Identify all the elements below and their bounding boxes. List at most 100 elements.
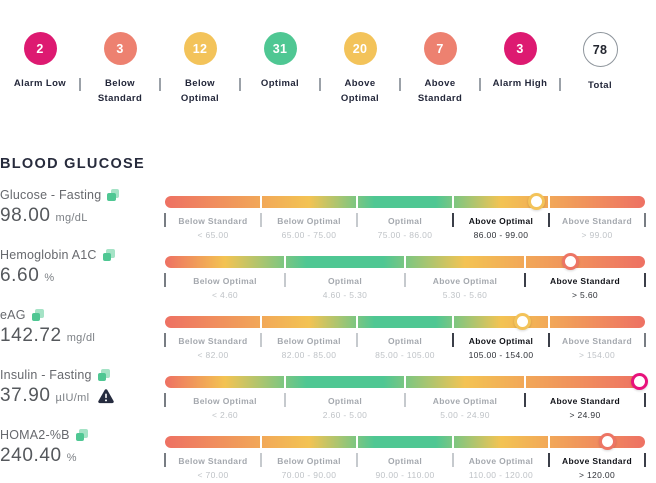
zone-name: Above Standard xyxy=(561,456,633,466)
summary-count-badge: 2 xyxy=(23,32,57,65)
gauge-tick xyxy=(164,273,166,287)
zone-divider xyxy=(452,316,454,328)
zone-range: > 99.00 xyxy=(581,229,613,240)
gauge-tick xyxy=(164,333,166,347)
warning-icon xyxy=(97,388,115,404)
zone-above-optimal: Above Optimal 105.00 - 154.00 xyxy=(453,336,549,360)
gauge-tick xyxy=(644,393,646,407)
gauge-bar xyxy=(165,256,645,268)
gauge-bar xyxy=(165,436,645,448)
range-gauge: Below Standard < 65.00 Below Optimal 65.00 … xyxy=(164,192,646,240)
copy-icon[interactable] xyxy=(102,249,115,261)
zone-below-optimal: Below Optimal 70.00 - 90.00 xyxy=(261,456,357,480)
metric-row-insulin-fasting: Insulin - Fasting 37.90 µIU/ml Below Optima… xyxy=(0,363,656,423)
copy-icon[interactable] xyxy=(31,309,44,321)
zone-above-standard: Above Standard > 5.60 xyxy=(525,276,645,300)
metrics-list: Glucose - Fasting 98.00 mg/dL Below Standar… xyxy=(0,183,656,483)
summary-separator xyxy=(79,78,81,91)
metric-value: 98.00 xyxy=(0,205,51,226)
summary-count-badge: 3 xyxy=(103,32,137,65)
metric-value-line: 142.72 mg/dl xyxy=(0,325,162,347)
zone-range: 105.00 - 154.00 xyxy=(468,349,534,360)
summary-item-label: Alarm High xyxy=(492,78,548,89)
zone-range: < 4.60 xyxy=(212,289,238,300)
metric-row-eag: eAG 142.72 mg/dl Below Standard < 82.00 Below… xyxy=(0,303,656,363)
gauge-tick xyxy=(452,213,454,227)
zone-labels: Below Optimal < 2.60 Optimal 2.60 - 5.00 Abo… xyxy=(165,396,645,420)
gauge-tick xyxy=(284,273,286,287)
summary-item-label: Optimal xyxy=(260,78,300,89)
zone-below-optimal: Below Optimal < 4.60 xyxy=(165,276,285,300)
gauge-bar xyxy=(165,376,645,388)
copy-icon[interactable] xyxy=(75,429,88,441)
zone-name: Optimal xyxy=(387,216,423,226)
copy-icon-front xyxy=(102,252,112,261)
zone-name: Above Optimal xyxy=(432,396,498,406)
zone-range: 5.00 - 24.90 xyxy=(440,409,490,420)
zone-below-standard: Below Standard < 70.00 xyxy=(165,456,261,480)
summary-item-above-standard[interactable]: 7 Above Standard xyxy=(399,32,480,106)
zone-above-optimal: Above Optimal 5.00 - 24.90 xyxy=(405,396,525,420)
gauge-tick xyxy=(452,333,454,347)
metric-row-homa2-b: HOMA2-%B 240.40% Below Standard < 70.00 Belo… xyxy=(0,423,656,483)
zone-name: Below Optimal xyxy=(277,216,341,226)
zone-name: Above Optimal xyxy=(468,336,534,346)
metric-name-line: eAG xyxy=(0,308,162,322)
zone-above-standard: Above Standard > 99.00 xyxy=(549,216,645,240)
metric-name: Insulin - Fasting xyxy=(0,368,92,382)
summary-item-total[interactable]: 78 Total xyxy=(559,32,640,106)
metric-unit: mg/dl xyxy=(66,332,96,344)
zone-range: 82.00 - 85.00 xyxy=(281,349,337,360)
range-gauge: Below Optimal < 4.60 Optimal 4.60 - 5.30 Abo… xyxy=(164,252,646,300)
range-gauge: Below Standard < 70.00 Below Optimal 70.00 … xyxy=(164,432,646,480)
zone-range: > 5.60 xyxy=(572,289,598,300)
metric-info: HOMA2-%B 240.40% xyxy=(0,428,162,467)
value-marker xyxy=(561,252,579,270)
zone-range: 86.00 - 99.00 xyxy=(473,229,529,240)
metric-unit: % xyxy=(66,452,77,464)
zone-divider xyxy=(548,316,550,328)
zone-below-optimal: Below Optimal < 2.60 xyxy=(165,396,285,420)
metric-name: eAG xyxy=(0,308,26,322)
metric-info: Hemoglobin A1C 6.60% xyxy=(0,248,162,287)
zone-above-standard: Above Standard > 24.90 xyxy=(525,396,645,420)
gauge-tick xyxy=(260,333,262,347)
copy-icon[interactable] xyxy=(97,369,110,381)
zone-range: 65.00 - 75.00 xyxy=(281,229,337,240)
zone-range: > 120.00 xyxy=(578,469,616,480)
summary-item-below-optimal[interactable]: 12 Below Optimal xyxy=(159,32,240,106)
zone-divider xyxy=(260,436,262,448)
summary-count-badge: 20 xyxy=(343,32,377,65)
metric-name-line: Hemoglobin A1C xyxy=(0,248,162,262)
zone-range: 4.60 - 5.30 xyxy=(322,289,368,300)
gauge-tick xyxy=(164,213,166,227)
copy-icon-front xyxy=(75,432,85,441)
zone-below-standard: Below Standard < 82.00 xyxy=(165,336,261,360)
summary-item-below-standard[interactable]: 3 Below Standard xyxy=(79,32,160,106)
summary-separator xyxy=(319,78,321,91)
zone-range: 75.00 - 86.00 xyxy=(377,229,433,240)
zone-divider xyxy=(524,256,526,268)
zone-name: Above Standard xyxy=(549,276,621,286)
zone-divider xyxy=(284,256,286,268)
copy-icon[interactable] xyxy=(107,189,120,201)
zone-name: Above Optimal xyxy=(468,456,534,466)
value-marker xyxy=(599,432,617,450)
zone-name: Above Optimal xyxy=(468,216,534,226)
zone-divider xyxy=(284,376,286,388)
summary-count-badge: 7 xyxy=(423,32,457,65)
summary-item-label: Below Standard xyxy=(97,78,143,105)
summary-item-alarm-low[interactable]: 2 Alarm Low xyxy=(0,32,80,106)
summary-count-badge: 78 xyxy=(582,32,618,67)
zone-name: Below Optimal xyxy=(277,456,341,466)
zone-optimal: Optimal 85.00 - 105.00 xyxy=(357,336,453,360)
summary-item-alarm-high[interactable]: 3 Alarm High xyxy=(479,32,560,106)
zone-below-optimal: Below Optimal 65.00 - 75.00 xyxy=(261,216,357,240)
summary-item-optimal[interactable]: 31 Optimal xyxy=(239,32,320,106)
zone-divider xyxy=(356,196,358,208)
zone-name: Below Standard xyxy=(178,456,248,466)
copy-icon-front xyxy=(107,192,116,201)
metric-value-line: 37.90 µIU/ml xyxy=(0,385,162,407)
summary-item-above-optimal[interactable]: 20 Above Optimal xyxy=(319,32,400,106)
summary-separator xyxy=(479,78,481,91)
